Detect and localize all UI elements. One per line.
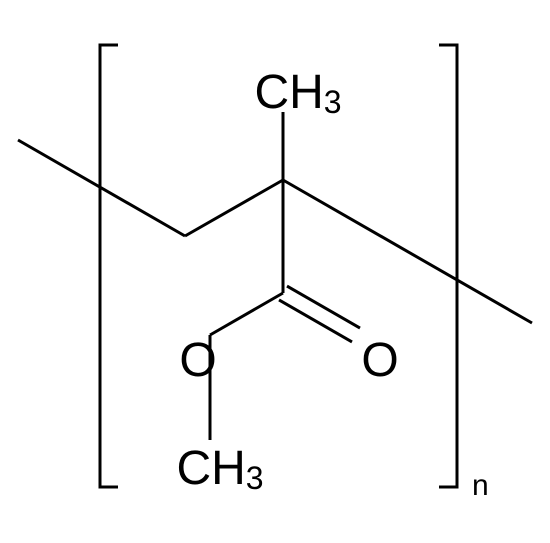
atom-ch3_bot: CH3 — [176, 442, 263, 496]
atom-ch3_top: CH3 — [254, 66, 341, 120]
repeat-subscript-n: n — [472, 469, 489, 502]
atom-o_right: O — [361, 334, 398, 387]
atom-o_left: O — [179, 334, 216, 387]
